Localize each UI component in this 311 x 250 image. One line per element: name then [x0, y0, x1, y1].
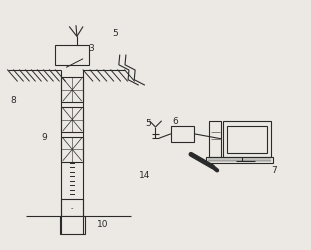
- Bar: [60, 216, 85, 234]
- Bar: [209, 121, 221, 157]
- Text: 5: 5: [113, 29, 118, 38]
- Text: 8: 8: [11, 96, 16, 105]
- Bar: [62, 78, 83, 103]
- Text: 3: 3: [88, 44, 94, 53]
- Text: 9: 9: [42, 133, 47, 142]
- Bar: [223, 121, 271, 157]
- Bar: [207, 157, 273, 163]
- Bar: [227, 126, 267, 154]
- Bar: [55, 46, 89, 66]
- Bar: [62, 108, 83, 132]
- Bar: [62, 137, 83, 162]
- Bar: [171, 126, 194, 142]
- Text: 5: 5: [145, 118, 151, 127]
- Text: 6: 6: [173, 117, 179, 126]
- Bar: [62, 199, 83, 216]
- Text: 14: 14: [139, 170, 151, 179]
- Text: -: -: [71, 205, 73, 211]
- Text: 7: 7: [271, 165, 277, 174]
- Text: 10: 10: [97, 220, 109, 228]
